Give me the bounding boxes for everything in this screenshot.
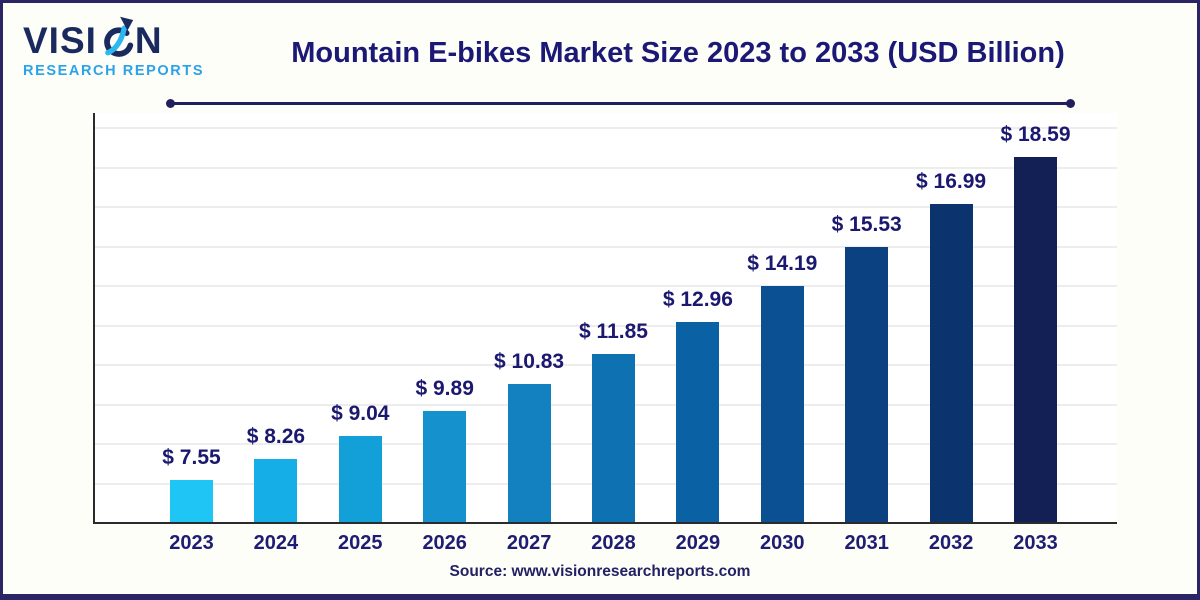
bar-value-label-2028: $ 11.85 xyxy=(579,320,648,343)
x-tick-label-2029: 2029 xyxy=(675,532,721,554)
x-tick-label-2023: 2023 xyxy=(169,532,214,554)
bar-2028 xyxy=(592,354,635,522)
x-tick-label-2027: 2027 xyxy=(506,532,552,554)
bar-2027 xyxy=(507,384,551,522)
bar-chart-plot-area: $ 7.55 2023 $ 8.26 2024 $ 9.04 2025 $ 9.89 2026… xyxy=(93,113,1117,554)
drop-arrow-icon xyxy=(104,16,134,57)
chart-title: Mountain E-bikes Market Size 2023 to 203… xyxy=(291,36,1065,69)
bar-value-label-2031: $ 15.53 xyxy=(831,213,902,236)
bar-2030 xyxy=(760,286,804,522)
gridline xyxy=(95,324,1117,327)
bar-2033 xyxy=(1014,157,1057,522)
divider-right-dot xyxy=(1066,99,1075,108)
gridline xyxy=(95,127,1117,129)
x-tick-label-2033: 2033 xyxy=(1013,532,1058,554)
bar-value-label-2024: $ 8.26 xyxy=(246,425,306,448)
bar-2029 xyxy=(676,322,720,522)
bar-2032 xyxy=(929,204,973,522)
x-tick-label-2031: 2031 xyxy=(844,532,889,554)
logo-brand: VISI N xyxy=(23,13,233,59)
gridline xyxy=(95,285,1117,287)
x-tick-label-2026: 2026 xyxy=(422,532,467,554)
divider-left-dot xyxy=(166,99,175,108)
source-attribution: Source: www.visionresearchreports.com xyxy=(449,563,751,580)
logo-subtitle: RESEARCH REPORTS xyxy=(23,63,205,79)
bar-value-label-2027: $ 10.83 xyxy=(494,350,565,373)
bar-2024 xyxy=(254,459,298,522)
bar-value-label-2029: $ 12.96 xyxy=(662,288,733,311)
logo-brand-prefix: VISI xyxy=(23,20,97,61)
x-tick-label-2025: 2025 xyxy=(338,532,383,554)
gridline xyxy=(95,245,1117,248)
x-tick-label-2030: 2030 xyxy=(760,532,805,554)
bar-2031 xyxy=(845,247,889,522)
bar-2025 xyxy=(338,436,382,522)
vision-research-reports-logo: VISI N RESEARCH REPORTS xyxy=(23,13,233,79)
gridline xyxy=(95,206,1117,208)
bar-value-label-2023: $ 7.55 xyxy=(162,446,221,469)
bar-value-label-2030: $ 14.19 xyxy=(747,252,818,275)
bar-2023 xyxy=(170,480,213,522)
x-tick-label-2032: 2032 xyxy=(928,532,974,554)
header-divider xyxy=(166,99,1075,108)
bar-value-label-2025: $ 9.04 xyxy=(331,402,390,425)
gridline xyxy=(95,166,1117,169)
x-tick-label-2028: 2028 xyxy=(591,532,636,554)
logo-brand-suffix: N xyxy=(134,20,163,61)
x-tick-label-2024: 2024 xyxy=(253,532,299,554)
bar-value-label-2032: $ 16.99 xyxy=(916,170,987,193)
bar-value-label-2033: $ 18.59 xyxy=(1000,123,1071,146)
bar-2026 xyxy=(423,411,467,522)
bar-value-label-2026: $ 9.89 xyxy=(415,377,474,400)
